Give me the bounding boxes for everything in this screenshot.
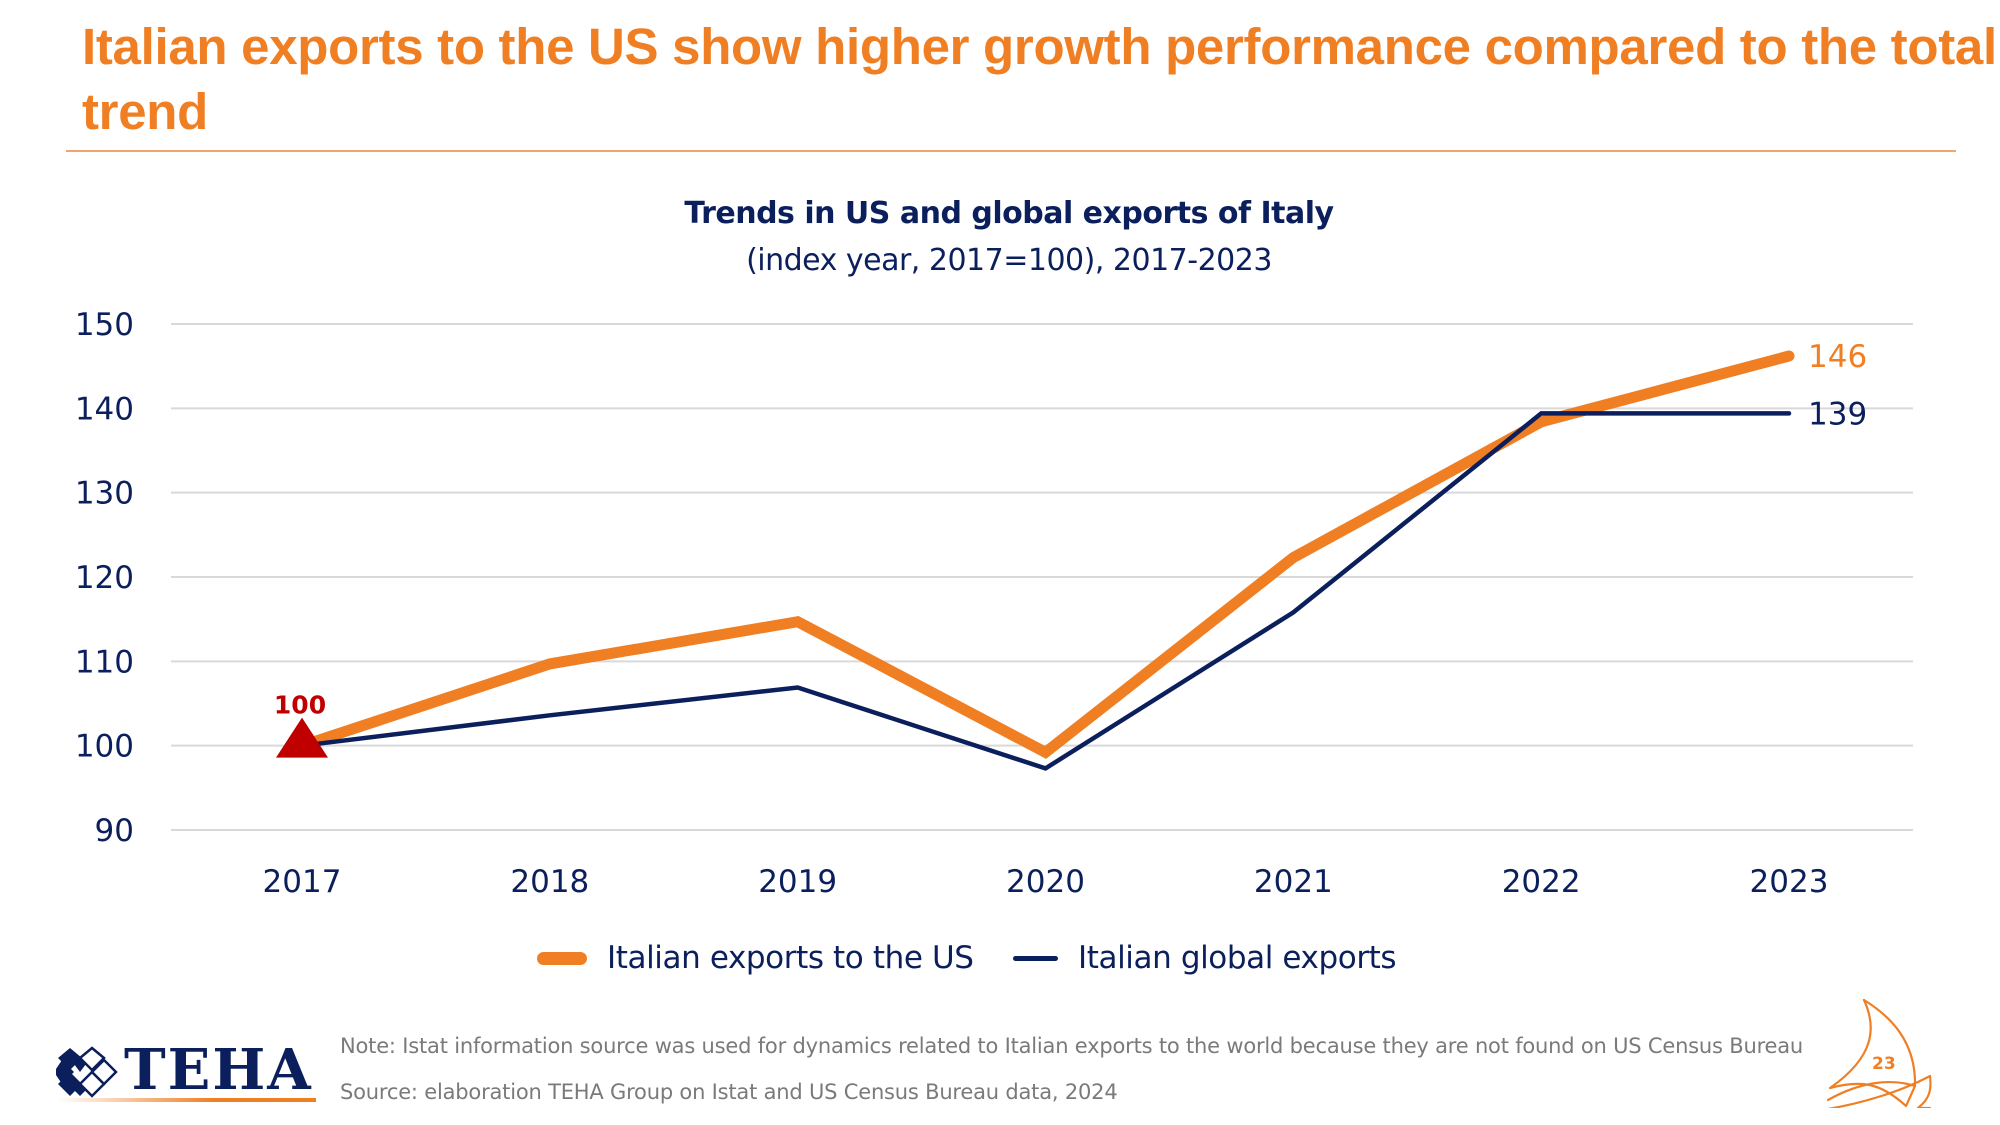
annotations: 146 139 100 bbox=[274, 339, 1867, 758]
teha-cubes-icon bbox=[56, 1046, 118, 1098]
slide-title: Italian exports to the US show higher gr… bbox=[82, 18, 1997, 140]
y-tick-label: 130 bbox=[75, 476, 134, 512]
legend-swatch-global-exports bbox=[1013, 955, 1058, 961]
base-year-label: 100 bbox=[274, 691, 326, 720]
footer-source: Source: elaboration TEHA Group on Istat … bbox=[340, 1080, 1118, 1104]
legend-label-global-exports: Italian global exports bbox=[1078, 940, 1397, 976]
y-tick-label: 100 bbox=[75, 729, 134, 765]
end-value-label: 146 bbox=[1808, 339, 1867, 375]
x-tick-label: 2021 bbox=[1254, 864, 1333, 900]
y-axis-labels: 90 100 110 120 130 140 150 bbox=[75, 307, 134, 849]
y-tick-label: 110 bbox=[75, 644, 134, 680]
teha-logo: TEHA bbox=[56, 1042, 322, 1106]
title-divider bbox=[66, 150, 1956, 152]
x-tick-label: 2018 bbox=[510, 864, 589, 900]
sail-icon bbox=[1826, 998, 1932, 1108]
y-tick-label: 150 bbox=[75, 307, 134, 343]
y-tick-label: 90 bbox=[95, 813, 134, 849]
end-value-label: 139 bbox=[1808, 396, 1867, 432]
series-line-global-exports bbox=[299, 411, 1792, 771]
y-tick-label: 140 bbox=[75, 391, 134, 427]
teha-logo-text: TEHA bbox=[124, 1037, 313, 1103]
legend-item-global-exports: Italian global exports bbox=[1013, 936, 1397, 980]
x-tick-label: 2020 bbox=[1006, 864, 1085, 900]
legend-item-us-exports: Italian exports to the US bbox=[537, 936, 974, 980]
chart-title: Trends in US and global exports of Italy bbox=[684, 196, 1334, 231]
page-number: 23 bbox=[1872, 1054, 1896, 1074]
chart-subtitle: (index year, 2017=100), 2017-2023 bbox=[746, 243, 1272, 278]
footer-note: Note: Istat information source was used … bbox=[340, 1034, 1804, 1058]
legend-label-us-exports: Italian exports to the US bbox=[607, 940, 974, 976]
logo-underline bbox=[58, 1098, 316, 1102]
x-tick-label: 2023 bbox=[1750, 864, 1829, 900]
x-axis-labels: 2017 2018 2019 2020 2021 2022 2023 bbox=[263, 864, 1829, 900]
x-tick-label: 2017 bbox=[263, 864, 342, 900]
legend-swatch-us-exports bbox=[537, 951, 587, 965]
x-tick-label: 2022 bbox=[1502, 864, 1581, 900]
y-tick-label: 120 bbox=[75, 560, 134, 596]
base-year-triangle-marker bbox=[276, 717, 328, 758]
x-tick-label: 2019 bbox=[758, 864, 837, 900]
series-lines bbox=[296, 350, 1795, 771]
